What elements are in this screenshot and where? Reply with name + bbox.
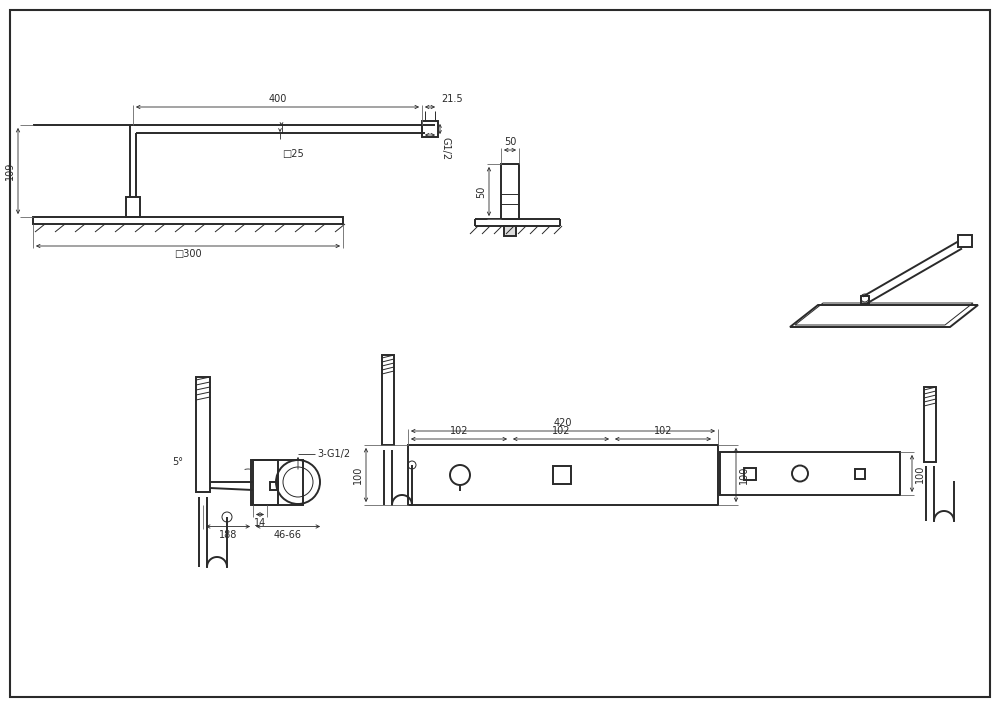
Text: 50: 50 [476, 185, 486, 198]
Bar [958, 235, 972, 247]
Bar [744, 467, 756, 479]
Text: 400: 400 [268, 94, 287, 104]
Text: 50: 50 [504, 137, 516, 147]
Text: □300: □300 [174, 249, 202, 259]
Bar [33, 217, 343, 224]
Text: 14: 14 [254, 518, 266, 527]
Text: 109: 109 [5, 162, 15, 180]
Text: 420: 420 [554, 418, 572, 428]
Bar [861, 296, 869, 304]
Text: 5°: 5° [173, 457, 184, 467]
Bar [924, 387, 936, 462]
Text: 102: 102 [654, 426, 672, 436]
Text: 100: 100 [915, 464, 925, 483]
Text: 100: 100 [353, 466, 363, 484]
Text: G1/2: G1/2 [441, 137, 451, 160]
Bar [720, 452, 900, 495]
Bar [408, 445, 718, 505]
Bar [196, 377, 210, 492]
Bar [270, 482, 278, 490]
Text: 102: 102 [552, 426, 570, 436]
Text: 46-66: 46-66 [274, 530, 302, 539]
Text: 102: 102 [450, 426, 468, 436]
Bar [251, 460, 278, 505]
Bar [553, 466, 571, 484]
Bar [855, 469, 865, 479]
Bar [501, 164, 519, 219]
Bar [382, 355, 394, 445]
Text: 21.5: 21.5 [441, 94, 463, 104]
Text: □25: □25 [282, 149, 304, 159]
Text: 3-G1/2: 3-G1/2 [317, 449, 350, 459]
Bar [422, 121, 438, 137]
Text: 188: 188 [219, 530, 237, 539]
Text: 100: 100 [739, 466, 749, 484]
Bar [253, 460, 303, 505]
Bar [126, 197, 140, 217]
Bar [504, 226, 516, 236]
